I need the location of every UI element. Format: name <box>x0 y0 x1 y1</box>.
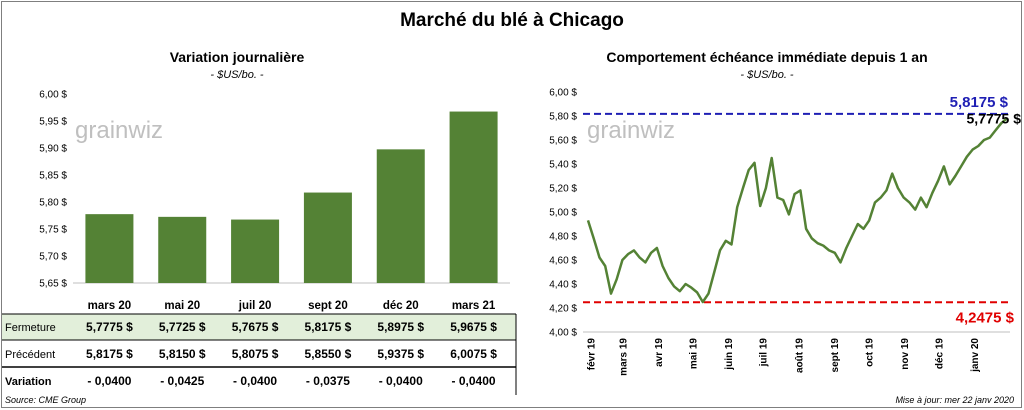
line-ytick-label: 4,80 $ <box>549 232 577 243</box>
bar-2 <box>231 219 280 283</box>
bar-ytick-label: 5,95 $ <box>39 117 67 128</box>
table-cell: 5,8975 $ <box>377 320 424 334</box>
table-cell: - 0,0375 <box>306 374 350 388</box>
line-ytick-label: 5,80 $ <box>549 112 577 123</box>
price-series-line <box>586 117 1008 304</box>
line-xtick-label: juil 19 <box>759 338 770 368</box>
watermark: grainwiz <box>75 117 163 144</box>
bar-ytick-label: 5,75 $ <box>39 225 67 236</box>
bar-ytick-label: 5,80 $ <box>39 198 67 209</box>
watermark: grainwiz <box>587 117 675 144</box>
table-row-label: Variation <box>5 376 52 388</box>
bar-ytick-label: 5,85 $ <box>39 171 67 182</box>
table-cell: 6,0075 $ <box>450 347 497 361</box>
line-ytick-label: 5,40 $ <box>549 160 577 171</box>
table-cell: 5,8075 $ <box>232 347 279 361</box>
table-highlight-row <box>2 314 516 340</box>
line-chart-subtitle: - $US/bo. - <box>740 69 794 81</box>
table-cell: - 0,0400 <box>233 374 277 388</box>
bar-ytick-label: 5,90 $ <box>39 144 67 155</box>
line-xtick-label: janv 20 <box>970 338 981 373</box>
bar-category-label: mars 21 <box>452 300 496 312</box>
bar-ytick-label: 6,00 $ <box>39 90 67 101</box>
bar-category-label: mai 20 <box>164 300 200 312</box>
min-value-label: 4,2475 $ <box>956 309 1015 326</box>
table-cell: - 0,0400 <box>452 374 496 388</box>
bar-ytick-label: 5,65 $ <box>39 279 67 290</box>
main-title: Marché du blé à Chicago <box>400 10 624 31</box>
bar-ytick-label: 5,70 $ <box>39 252 67 263</box>
line-ytick-label: 5,60 $ <box>549 136 577 147</box>
line-chart-title: Comportement échéance immédiate depuis 1… <box>606 49 927 65</box>
max-value-label: 5,8175 $ <box>950 94 1009 111</box>
line-ytick-label: 4,00 $ <box>549 328 577 339</box>
update-note: Mise à jour: mer 22 janv 2020 <box>895 395 1014 405</box>
line-xtick-label: août 19 <box>794 338 805 373</box>
bar-category-label: juil 20 <box>238 300 272 312</box>
table-cell: - 0,0425 <box>160 374 204 388</box>
table-cell: - 0,0400 <box>379 374 423 388</box>
line-xtick-label: févr 19 <box>586 338 597 371</box>
table-cell: 5,7675 $ <box>232 320 279 334</box>
bar-chart-subtitle: - $US/bo. - <box>210 69 264 81</box>
line-xtick-label: oct 19 <box>864 338 875 367</box>
table-cell: 5,9675 $ <box>450 320 497 334</box>
line-xtick-label: nov 19 <box>900 338 911 370</box>
bar-category-label: déc 20 <box>383 300 419 312</box>
bar-category-label: mars 20 <box>88 300 131 312</box>
last-value-label: 5,7775 $ <box>967 111 1022 127</box>
bar-1 <box>158 216 207 283</box>
bar-chart-title: Variation journalière <box>170 49 305 65</box>
line-xtick-label: avr 19 <box>654 338 665 367</box>
table-cell: 5,8550 $ <box>305 347 352 361</box>
table-cell: 5,8175 $ <box>305 320 352 334</box>
table-cell: 5,8175 $ <box>86 347 133 361</box>
line-ytick-label: 4,40 $ <box>549 280 577 291</box>
source-note: Source: CME Group <box>5 395 86 405</box>
table-row-label: Précédent <box>5 349 55 361</box>
bar-category-label: sept 20 <box>308 300 348 312</box>
table-cell: - 0,0400 <box>87 374 131 388</box>
line-xtick-label: mai 19 <box>689 338 700 370</box>
line-ytick-label: 5,20 $ <box>549 184 577 195</box>
line-ytick-label: 5,00 $ <box>549 208 577 219</box>
line-ytick-label: 6,00 $ <box>549 88 577 99</box>
bar-5 <box>449 111 498 283</box>
line-xtick-label: juin 19 <box>724 338 735 371</box>
line-ytick-label: 4,60 $ <box>549 256 577 267</box>
bar-4 <box>376 149 425 283</box>
table-cell: 5,8150 $ <box>159 347 206 361</box>
table-cell: 5,7725 $ <box>159 320 206 334</box>
bar-3 <box>303 192 352 283</box>
table-row-label: Fermeture <box>5 322 56 334</box>
bar-0 <box>85 214 134 283</box>
line-xtick-label: déc 19 <box>934 338 945 370</box>
line-xtick-label: mars 19 <box>619 338 630 376</box>
table-cell: 5,7775 $ <box>86 320 133 334</box>
line-ytick-label: 4,20 $ <box>549 304 577 315</box>
table-cell: 5,9375 $ <box>377 347 424 361</box>
line-xtick-label: sept 19 <box>830 338 841 373</box>
